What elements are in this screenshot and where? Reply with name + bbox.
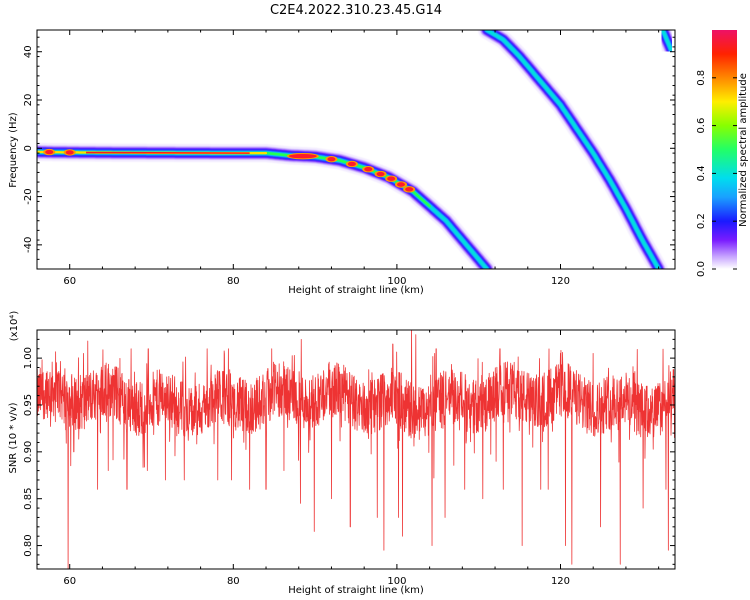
snr-frame [36,329,676,570]
spectrogram-y-tick-label-1: -20 [23,188,34,204]
snr-x-axis-label: Height of straight line (km) [288,585,424,596]
colorbar-tick-label-1: 0.2 [696,213,707,229]
amplitude-blob-2 [288,153,317,159]
colorbar [712,30,737,269]
spectrogram-x-tick-label-0: 60 [63,276,76,287]
amplitude-blob-5 [364,167,373,172]
spectrogram-y-axis-label: Frequency (Hz) [8,112,19,188]
amplitude-blob-3 [327,156,336,162]
amplitude-blob-8 [396,182,405,187]
spectrogram-x-axis-label: Height of straight line (km) [288,285,424,296]
snr-y-tick-label-3: 0.95 [23,394,34,416]
spectral-trace-1 [477,30,668,269]
spectrogram-x-tick-label-2: 100 [387,276,406,287]
spectrogram-y-tick-label-2: 0 [23,145,34,151]
spectrogram-frame [36,29,676,270]
spectral-trace-1-layer-1 [480,30,666,269]
spectral-trace-0-layer-1 [37,145,494,269]
spectral-trace-2 [653,30,675,59]
amplitude-blob-0 [45,149,54,155]
colorbar-label: Normalized spectral amplitude [738,73,749,227]
snr-y-tick-label-1: 0.85 [23,488,34,510]
snr-y-tick-label-2: 0.90 [23,441,34,463]
spectral-trace-1-layer-5 [485,30,661,269]
snr-y-tick-label-0: 0.80 [23,534,34,556]
spectral-trace-0 [37,142,496,269]
figure-title: C2E4.2022.310.23.45.G14 [270,3,442,18]
spectral-trace-0-layer-0 [37,142,496,269]
colorbar-tick-label-3: 0.6 [696,118,707,134]
snr-x-tick-label-0: 60 [63,576,76,587]
spectrogram-y-tick-label-0: -40 [23,237,34,253]
spectrogram-x-tick-label-3: 120 [551,276,570,287]
amplitude-blob-6 [376,171,385,177]
snr-plot-area [37,330,675,569]
amplitude-blob-9 [405,187,414,192]
snr-axes: 60 80 100 120 0.80 0.85 0.90 0.95 1.00 [23,329,675,587]
colorbar-axis: 0.0 0.2 0.4 0.6 0.8 [696,70,737,277]
snr-x-tick-label-1: 80 [227,576,240,587]
amplitude-blob-1 [65,150,74,155]
spectrogram-y-tick-label-4: 40 [23,45,34,58]
spectrogram-axes: 60 80 100 120 -40 -20 0 20 40 [23,30,675,287]
spectrogram-x-tick-label-1: 80 [227,276,240,287]
spectral-trace-0-layer-2 [37,146,492,269]
amplitude-blob-7 [387,176,396,181]
spectrogram-plot-area [37,30,675,269]
amplitude-blob-4 [347,161,356,167]
colorbar-tick-label-2: 0.4 [696,165,707,181]
snr-series-line [37,330,675,569]
snr-x-tick-label-3: 120 [551,576,570,587]
spectral-trace-0-layer-4 [37,149,490,269]
spectral-trace-0-layer-5 [37,150,489,269]
snr-y-axis-label: SNR (10 * v/v) [8,402,19,473]
colorbar-tick-label-0: 0.0 [696,261,707,277]
spectral-core-red [86,151,250,154]
spectrogram-y-tick-label-3: 20 [23,94,34,107]
spectral-trace-2-layer-5 [661,30,673,51]
spectral-trace-0-layer-3 [37,148,491,269]
snr-y-multiplier: (x10⁴) [9,311,20,342]
colorbar-tick-label-4: 0.8 [696,70,707,86]
snr-y-tick-label-4: 1.00 [23,347,34,369]
snr-x-tick-label-2: 100 [387,576,406,587]
